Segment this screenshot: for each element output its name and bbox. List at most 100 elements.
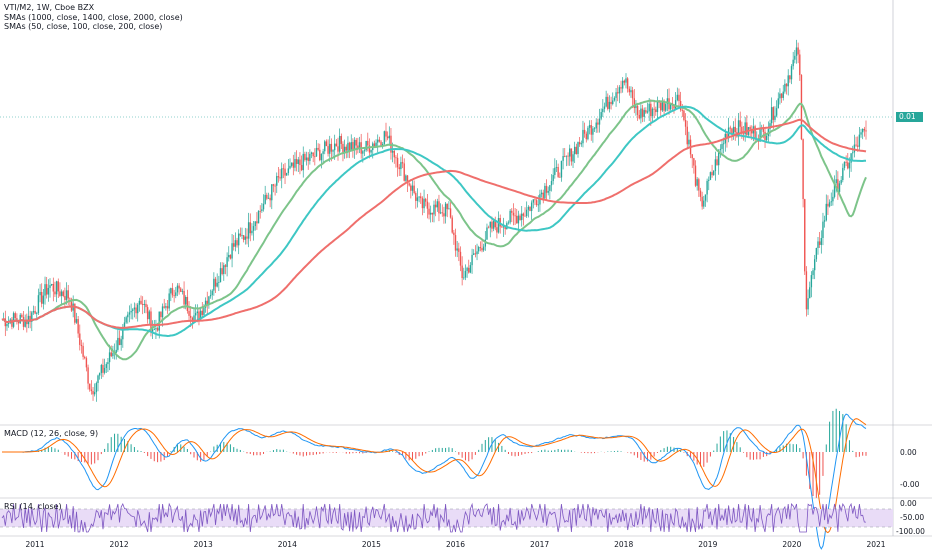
macd-histogram-bar: [180, 444, 182, 452]
candle-body: [400, 162, 402, 170]
macd-histogram-bar: [461, 452, 463, 458]
candle-body: [385, 131, 387, 137]
candle-body: [848, 162, 851, 169]
candle-body: [97, 375, 99, 383]
macd-legend[interactable]: MACD (12, 26, close, 9): [4, 429, 99, 438]
macd-histogram-bar: [77, 452, 79, 462]
candle-body: [373, 143, 376, 147]
macd-histogram-bar: [607, 451, 609, 452]
candle-body: [305, 157, 308, 161]
candle-body: [481, 248, 483, 251]
macd-histogram-bar: [143, 452, 145, 453]
macd-histogram-bar: [352, 452, 354, 454]
candle-body: [711, 172, 713, 176]
candle-body: [737, 120, 740, 137]
candle-body: [370, 150, 372, 153]
candle-body: [208, 296, 210, 305]
macd-histogram-bar: [448, 447, 450, 452]
macd-histogram-bar: [822, 452, 824, 476]
candle-body: [17, 321, 20, 324]
macd-histogram-bar: [848, 440, 850, 452]
candle-body: [674, 100, 677, 109]
candle-body: [600, 112, 602, 119]
macd-histogram-bar: [812, 452, 814, 497]
candle-body: [703, 200, 705, 207]
macd-histogram-bar: [501, 445, 503, 452]
candle-body: [861, 128, 864, 133]
macd-histogram-bar: [306, 452, 308, 456]
candle-body: [105, 364, 107, 368]
candle-body: [585, 133, 587, 140]
macd-histogram-bar: [832, 410, 834, 452]
candle-body: [636, 105, 639, 115]
candle-body: [52, 283, 55, 292]
candle-body: [582, 129, 584, 144]
candle-body: [593, 128, 596, 130]
candle-body: [592, 128, 594, 135]
candle-body: [350, 142, 352, 151]
macd-histogram-bar: [196, 452, 198, 461]
candle-body: [823, 220, 826, 222]
candle-body: [779, 93, 781, 99]
candle-body: [312, 152, 314, 157]
rsi-legend[interactable]: RSI (14, close): [4, 502, 62, 511]
candle-body: [650, 103, 652, 117]
macd-histogram-bar: [123, 438, 125, 452]
macd-histogram-bar: [193, 452, 195, 458]
macd-histogram-bar: [57, 449, 59, 452]
x-tick-label: 2014: [278, 540, 297, 549]
macd-histogram-bar: [425, 452, 427, 454]
candle-body: [815, 247, 818, 260]
macd-histogram-bar: [90, 452, 92, 465]
sma-legend-1[interactable]: SMAs (1000, close, 1400, close, 2000, cl…: [4, 13, 183, 22]
sma-100-line: [1, 105, 867, 338]
candle-body: [628, 88, 631, 93]
macd-histogram-bar: [402, 452, 404, 456]
candle-body: [501, 226, 503, 228]
macd-histogram-bar: [332, 452, 334, 453]
x-tick-label: 2013: [194, 540, 213, 549]
candle-body: [461, 265, 463, 279]
candle-body: [244, 236, 247, 240]
candle-body: [678, 94, 680, 102]
candle-body: [598, 118, 601, 125]
price-badge: 0.01: [896, 112, 923, 122]
macd-histogram-bar: [507, 452, 509, 454]
symbol-title[interactable]: VTI/M2, 1W, Cboe BZX: [4, 3, 95, 12]
candle-body: [535, 200, 538, 205]
candle-body: [726, 133, 728, 139]
macd-histogram-bar: [547, 450, 549, 452]
candle-body: [332, 150, 334, 152]
candle-body: [189, 315, 192, 318]
candle-body: [269, 197, 271, 201]
macd-histogram-bar: [630, 452, 632, 454]
macd-histogram-bar: [762, 452, 764, 457]
candle-body: [850, 153, 852, 163]
candlestick-series: [2, 39, 867, 402]
rsi-tick-label: -100.00: [896, 527, 925, 536]
macd-histogram-bar: [435, 448, 437, 452]
candle-body: [605, 96, 607, 107]
candle-body: [524, 215, 526, 217]
candle-body: [759, 129, 761, 142]
macd-histogram-bar: [852, 450, 854, 452]
macd-histogram-bar: [792, 444, 794, 452]
candle-body: [145, 303, 147, 308]
macd-histogram-bar: [67, 452, 69, 457]
macd-histogram-bar: [699, 452, 701, 467]
macd-histogram-bar: [428, 451, 430, 452]
macd-histogram-bar: [670, 446, 672, 452]
candle-body: [449, 208, 452, 218]
candle-body: [19, 314, 21, 324]
sma-legend-2[interactable]: SMAs (50, close, 100, close, 200, close): [4, 22, 163, 31]
candle-body: [60, 291, 63, 296]
candle-body: [458, 248, 460, 252]
macd-histogram-bar: [643, 452, 645, 462]
macd-histogram-bar: [498, 442, 500, 452]
macd-histogram-bar: [690, 452, 692, 459]
macd-histogram-bar: [647, 452, 649, 462]
candle-body: [577, 142, 579, 155]
candle-body: [274, 185, 276, 187]
candle-body: [423, 198, 425, 209]
